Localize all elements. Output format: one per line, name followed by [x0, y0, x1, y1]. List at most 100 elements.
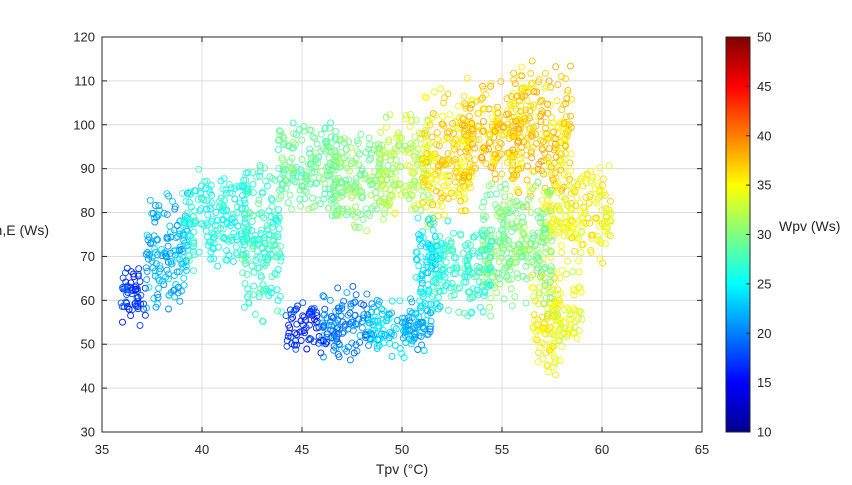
- scatter-point: [560, 101, 568, 109]
- scatter-point: [369, 327, 376, 335]
- scatter-point: [545, 77, 553, 85]
- scatter-point: [275, 206, 282, 214]
- scatter-point: [288, 340, 296, 348]
- scatter-point: [338, 178, 346, 186]
- scatter-point: [344, 208, 352, 216]
- scatter-point: [471, 156, 479, 164]
- scatter-point: [414, 145, 422, 153]
- scatter-point: [155, 202, 163, 210]
- scatter-point: [426, 328, 434, 336]
- scatter-point: [510, 100, 518, 107]
- scatter-point: [487, 163, 495, 171]
- scatter-point: [505, 260, 513, 268]
- scatter-point: [153, 213, 161, 221]
- scatter-point: [487, 294, 495, 302]
- scatter-point: [435, 293, 442, 301]
- scatter-point: [486, 245, 494, 253]
- scatter-point: [249, 180, 257, 188]
- scatter-point: [412, 116, 420, 124]
- scatter-point: [336, 211, 344, 219]
- scatter-point: [413, 255, 420, 263]
- scatter-point: [333, 176, 341, 184]
- scatter-point: [305, 168, 313, 176]
- scatter-point: [258, 243, 266, 251]
- scatter-point: [298, 156, 306, 163]
- scatter-point: [288, 144, 296, 152]
- scatter-point: [321, 180, 329, 188]
- scatter-point: [553, 332, 561, 340]
- scatter-point: [207, 182, 215, 189]
- scatter-point: [560, 224, 568, 232]
- scatter-point: [444, 306, 452, 314]
- scatter-point: [331, 192, 339, 200]
- scatter-point: [130, 270, 137, 278]
- scatter-point: [231, 185, 239, 193]
- scatter-point: [510, 69, 518, 77]
- scatter-point: [541, 224, 548, 232]
- scatter-point: [547, 345, 555, 353]
- scatter-point: [274, 233, 282, 241]
- scatter-point: [317, 130, 325, 138]
- scatter-point: [410, 152, 418, 160]
- scatter-point: [392, 179, 400, 187]
- scatter-point: [547, 208, 555, 216]
- scatter-point: [486, 280, 494, 288]
- scatter-point: [393, 133, 401, 141]
- scatter-point: [423, 258, 431, 266]
- scatter-point: [185, 257, 193, 264]
- scatter-point: [255, 200, 262, 208]
- scatter-point: [513, 117, 521, 125]
- scatter-point: [220, 234, 228, 242]
- scatter-point: [241, 199, 249, 207]
- scatter-point: [378, 310, 386, 318]
- scatter-point: [602, 212, 610, 220]
- scatter-point: [281, 139, 289, 147]
- scatter-point: [450, 254, 458, 262]
- scatter-point: [339, 329, 346, 337]
- scatter-point: [277, 257, 285, 265]
- scatter-point: [149, 209, 157, 217]
- scatter-point: [571, 247, 579, 255]
- scatter-point: [316, 200, 324, 208]
- scatter-point: [438, 266, 446, 274]
- scatter-point: [497, 150, 505, 158]
- scatter-point: [180, 237, 188, 245]
- scatter-point: [433, 141, 441, 149]
- scatter-point: [502, 185, 510, 193]
- scatter-point: [300, 127, 308, 135]
- scatter-point: [293, 341, 300, 349]
- scatter-point: [226, 189, 234, 197]
- scatter-point: [366, 212, 374, 219]
- scatter-point: [183, 209, 191, 217]
- scatter-point: [460, 122, 468, 129]
- scatter-point: [134, 287, 141, 295]
- scatter-point: [499, 227, 507, 235]
- scatter-point: [523, 86, 531, 94]
- scatter-point: [134, 270, 142, 278]
- scatter-point: [385, 136, 393, 144]
- scatter-point: [335, 341, 343, 349]
- scatter-point: [578, 214, 586, 221]
- scatter-point: [559, 158, 567, 166]
- scatter-point: [333, 202, 341, 210]
- scatter-point: [432, 265, 439, 273]
- scatter-point: [420, 144, 427, 152]
- scatter-point: [563, 219, 571, 226]
- scatter-point: [561, 139, 569, 147]
- scatter-point: [517, 107, 525, 115]
- scatter-point: [268, 203, 276, 211]
- scatter-point: [427, 322, 434, 330]
- scatter-point: [322, 147, 330, 155]
- scatter-point: [326, 326, 334, 334]
- scatter-point: [465, 153, 473, 161]
- scatter-point: [379, 168, 387, 176]
- scatter-point: [435, 255, 442, 262]
- scatter-point: [462, 278, 470, 286]
- scatter-point: [293, 178, 301, 186]
- scatter-point: [540, 274, 548, 281]
- scatter-point: [414, 346, 422, 353]
- scatter-point: [554, 81, 562, 89]
- scatter-point: [259, 260, 267, 267]
- scatter-point: [535, 289, 543, 297]
- y-tick-label: 70: [81, 249, 95, 264]
